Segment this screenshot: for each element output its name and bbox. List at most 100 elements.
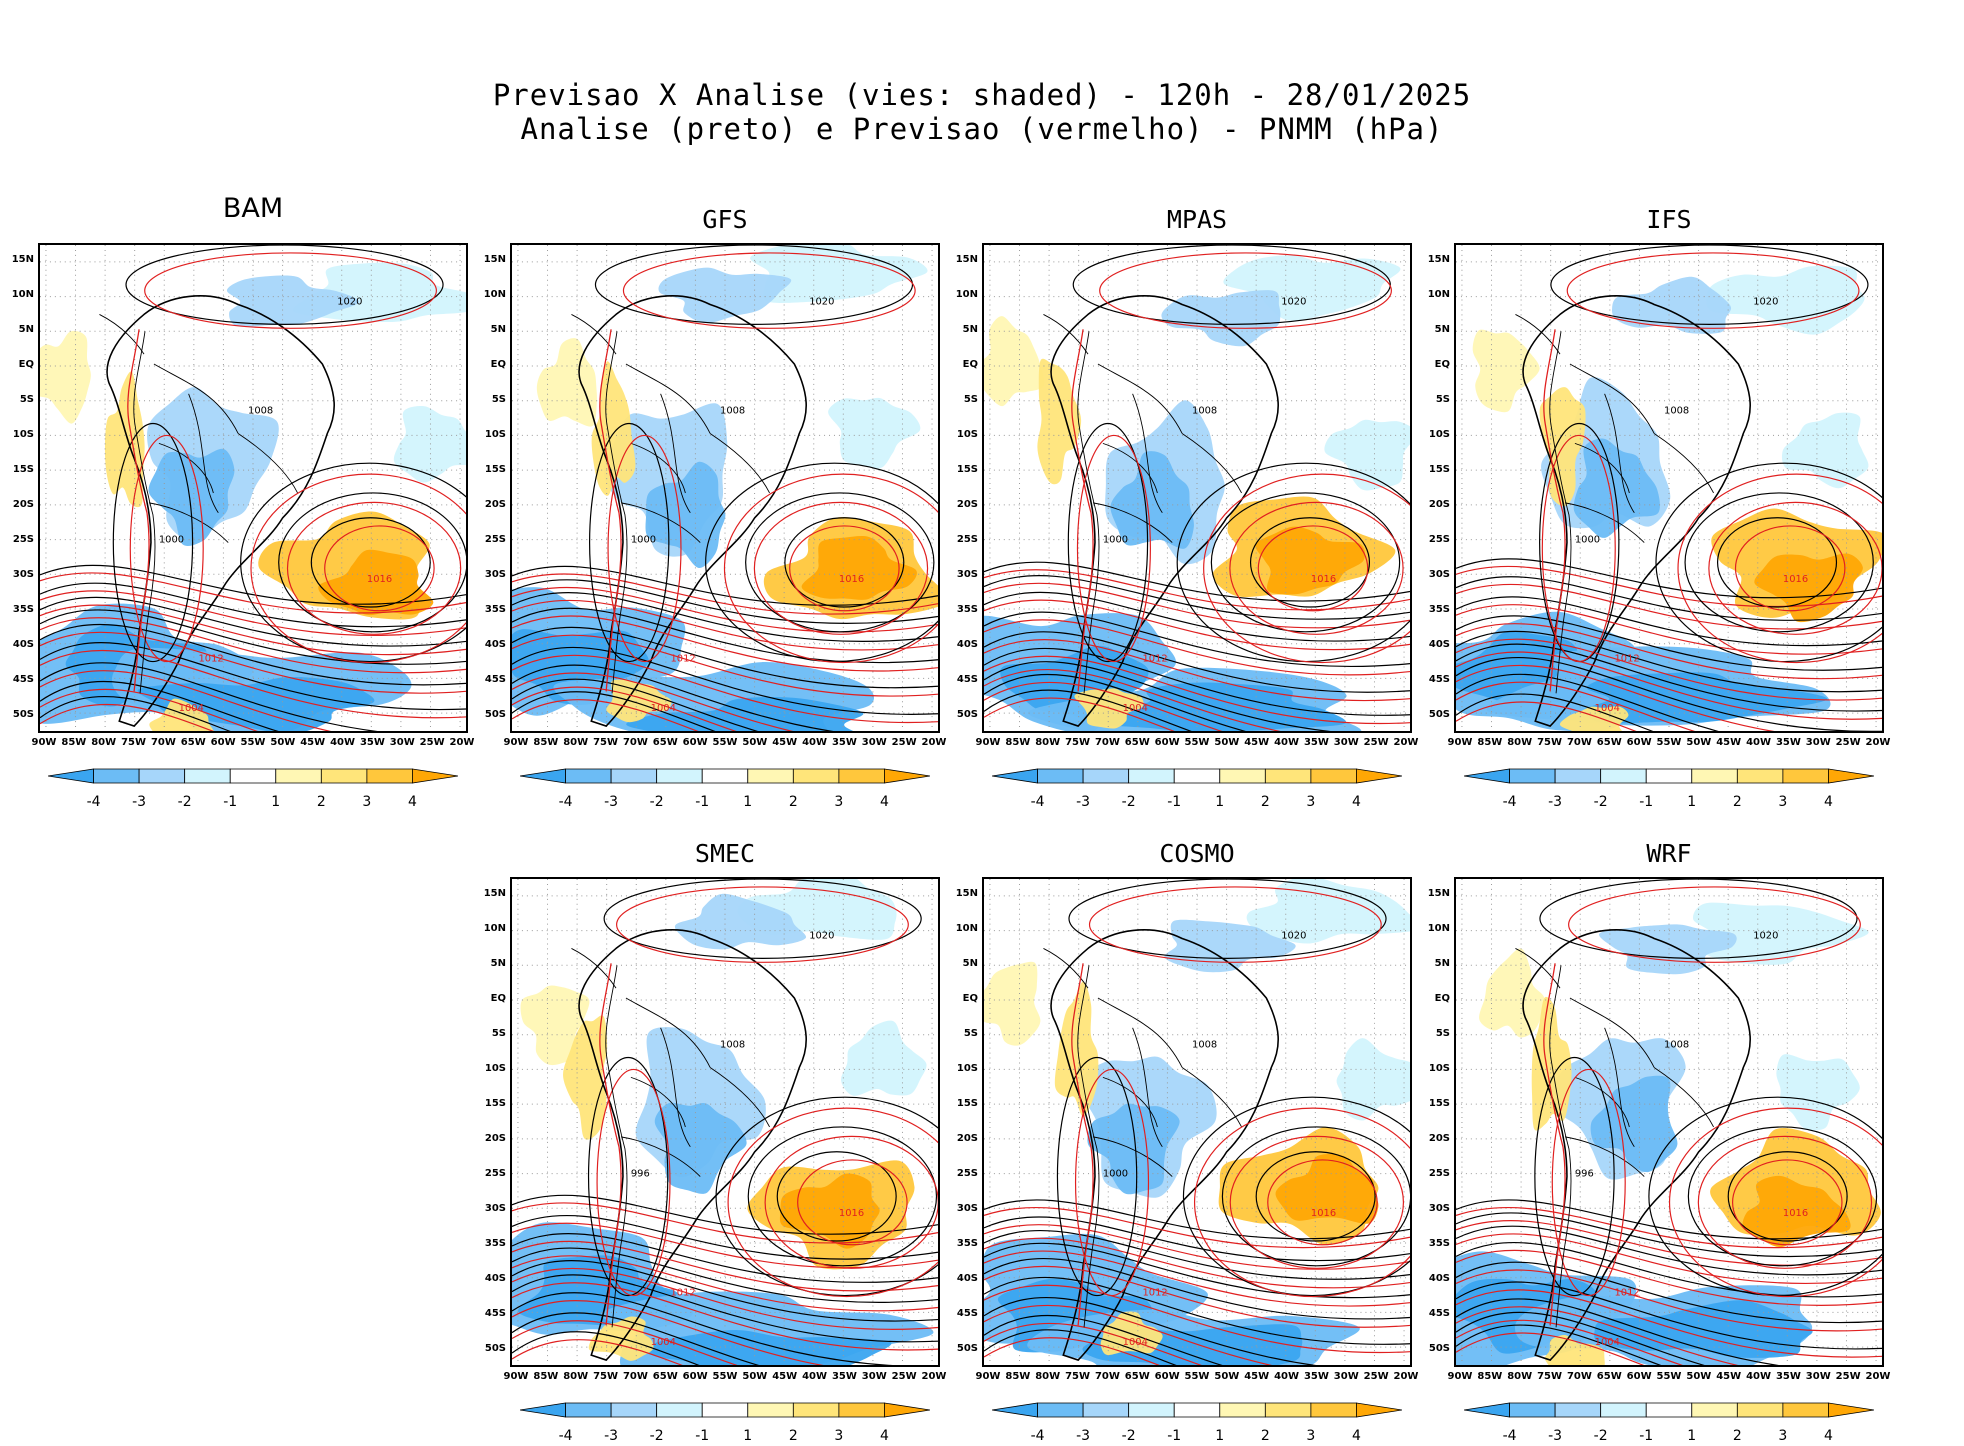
ifs-lat-tick-label: 40S — [1428, 639, 1450, 650]
cosmo-analysis-isobar — [1077, 965, 1100, 1328]
smec-lat-tick-label: 30S — [484, 1203, 506, 1214]
wrf-colorbar-segment — [1600, 1402, 1647, 1418]
smec-analysis-isobar — [512, 1233, 938, 1283]
bam-forecast-isobar — [286, 501, 462, 635]
gfs-forecast-isobar — [512, 599, 938, 651]
wrf-lon-tick-label: 30W — [1805, 1371, 1831, 1382]
cosmo-analysis-isobar — [984, 1242, 1410, 1299]
bam-analysis-isobar — [240, 462, 466, 663]
cosmo-lon-tick-label: 45W — [1244, 1371, 1270, 1382]
gfs-lon-tick-label: 65W — [652, 737, 678, 748]
cosmo-lon-tick-label: 80W — [1035, 1371, 1061, 1382]
wrf-lat-tick-label: 45S — [1428, 1308, 1450, 1319]
smec-analysis-isobar — [747, 1126, 938, 1267]
wrf-lon-tick-label: 90W — [1447, 1371, 1473, 1382]
mpas-bias-area — [1255, 526, 1366, 595]
wrf-analysis-isobar — [1456, 1212, 1882, 1258]
smec-colorbar-segment — [565, 1402, 612, 1418]
wrf-colorbar-segment — [1782, 1402, 1829, 1418]
mpas-analysis-isobar — [984, 661, 1331, 731]
bam-analysis-isobar — [40, 662, 378, 731]
cosmo-lon-tick-label: 25W — [1363, 1371, 1389, 1382]
cosmo-colorbar-label: -3 — [1076, 1428, 1091, 1444]
smec-bias-area — [654, 1102, 747, 1194]
mpas-lon-tick-label: 90W — [975, 737, 1001, 748]
cosmo-bias-area — [984, 961, 1041, 1046]
mpas-lon-tick-label: 45W — [1244, 737, 1270, 748]
mpas-lat-tick-label: 25S — [956, 534, 978, 545]
cosmo-forecast-isobar — [984, 1207, 1410, 1249]
wrf-lat-tick-label: 25S — [1428, 1168, 1450, 1179]
smec-colorbar: -4 -3 -2 -1 1 2 3 4 — [520, 1402, 930, 1446]
bam-lon-tick-label: 50W — [270, 737, 296, 748]
smec-isobar-label: 1016 — [839, 1208, 864, 1219]
mpas-colorbar-label: 3 — [1306, 794, 1316, 810]
cosmo-colorbar-label: 3 — [1306, 1428, 1316, 1444]
mpas-forecast-isobar — [1076, 434, 1151, 663]
mpas-forecast-isobar — [1099, 252, 1392, 329]
gfs-colorbar-segment — [884, 768, 930, 784]
bam-lon-tick-label: 75W — [121, 737, 147, 748]
bam-map-svg: 1016 1020 1012 1008 1004 1000 — [40, 245, 466, 731]
cosmo-colorbar-label: 2 — [1260, 1428, 1270, 1444]
smec-colorbar-segment — [656, 1402, 703, 1418]
gfs-forecast-isobar — [607, 434, 682, 663]
gfs-lon-tick-label: 50W — [742, 737, 768, 748]
cosmo-analysis-isobar — [984, 1216, 1410, 1262]
bam-analysis-isobar — [40, 582, 466, 628]
ifs-bias-area — [1612, 276, 1732, 334]
gfs-colorbar-label: 3 — [834, 794, 844, 810]
smec-analysis-isobar — [603, 879, 922, 959]
wrf-colorbar-segment — [1736, 1402, 1784, 1418]
mpas-colorbar-label: -1 — [1167, 794, 1182, 810]
gfs-lon-tick-label: 60W — [682, 737, 708, 748]
smec-map-svg: 1016 1020 1012 1008 1004 996 — [512, 879, 938, 1365]
cosmo-analysis-isobar — [984, 1199, 1410, 1240]
bam-lat-tick-label: 15S — [12, 464, 34, 475]
ifs-analysis-isobar — [1456, 558, 1882, 599]
mpas-lat-tick-label: EQ — [962, 359, 978, 370]
bam-bias-area — [149, 698, 214, 731]
bam-analysis-isobar — [40, 642, 466, 711]
wrf-colorbar-segment — [1691, 1402, 1738, 1418]
cosmo-forecast-isobar — [1229, 1135, 1405, 1269]
smec-forecast-isobar — [512, 1240, 938, 1292]
smec-isobar-label: 1012 — [671, 1288, 696, 1299]
ifs-bias-area — [1472, 329, 1540, 413]
bam-analysis-isobar — [40, 609, 466, 665]
ifs-colorbar-label: 1 — [1687, 794, 1697, 810]
bam-analysis-isobar — [125, 245, 444, 325]
smec-lat-tick-label: 15S — [484, 1098, 506, 1109]
wrf-analysis-isobar — [1727, 1151, 1848, 1242]
bam-isobar-label: 1012 — [199, 654, 224, 665]
gfs-forecast-isobar — [512, 634, 938, 697]
wrf-analysis-isobar — [1456, 1311, 1705, 1365]
ifs-map: 1016 1020 1012 1008 1004 1000 — [1454, 243, 1884, 733]
smec-analysis-isobar — [715, 1096, 938, 1297]
gfs-isobar-label: 1000 — [631, 535, 656, 546]
ifs-colorbar-label: -1 — [1639, 794, 1654, 810]
cosmo-isobar-label: 1008 — [1192, 1040, 1217, 1051]
bam-lon-tick-label: 85W — [61, 737, 87, 748]
smec-lat-tick-label: EQ — [490, 993, 506, 1004]
ifs-colorbar-segment — [1691, 768, 1738, 784]
smec-analysis-isobar — [512, 1274, 938, 1343]
wrf-colorbar-segment — [1464, 1402, 1510, 1418]
mpas-forecast-isobar — [984, 582, 1410, 629]
bam-analysis-isobar — [310, 517, 431, 608]
smec-lat-tick-label: 20S — [484, 1133, 506, 1144]
ifs-lat-tick-label: 15N — [1427, 254, 1450, 265]
cosmo-bias-area — [1087, 1103, 1180, 1195]
cosmo-lon-tick-label: 35W — [1303, 1371, 1329, 1382]
smec-analysis-isobar — [512, 1247, 938, 1304]
gfs-analysis-isobar — [512, 626, 938, 689]
mpas-lon-tick-label: 30W — [1333, 737, 1359, 748]
wrf-isobar-label: 1012 — [1615, 1288, 1640, 1299]
smec-lon-tick-label: 90W — [503, 1371, 529, 1382]
wrf-bias-area — [1544, 1334, 1605, 1365]
bam-bias-area — [40, 330, 91, 424]
wrf-isobar-label: 1020 — [1753, 931, 1778, 942]
bam-colorbar-segment — [93, 768, 140, 784]
figure-title-line2: Analise (preto) e Previsao (vermelho) - … — [520, 112, 1444, 146]
mpas-bias-area — [1161, 290, 1281, 347]
